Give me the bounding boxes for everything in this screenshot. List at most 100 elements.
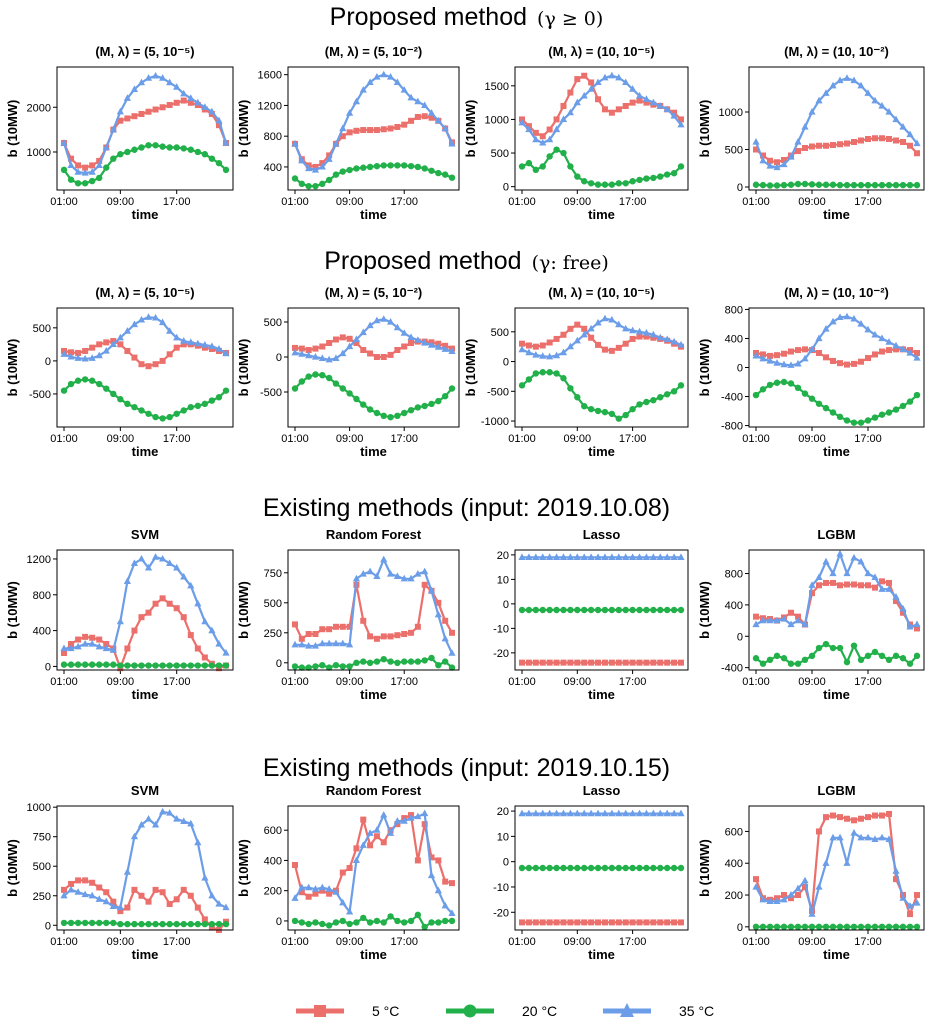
data-point-circle	[622, 864, 629, 872]
data-point-triangle	[173, 814, 181, 822]
data-point-circle	[138, 662, 145, 669]
data-point-square	[608, 659, 615, 666]
data-point-triangle	[427, 871, 436, 879]
chart-panel: (M, λ) = (10, 10⁻⁵) b (10MW) time -1000 -500…	[463, 285, 689, 459]
series-2	[752, 312, 921, 368]
data-point-circle	[67, 919, 75, 927]
x-tick-label: 01:00	[281, 196, 309, 208]
data-point-square	[546, 126, 553, 133]
data-point-circle	[759, 660, 767, 667]
data-point-square	[346, 623, 353, 630]
data-point-square	[373, 354, 380, 360]
data-point-circle	[622, 411, 629, 419]
data-point-circle	[899, 923, 907, 931]
series-1	[291, 911, 456, 931]
data-point-circle	[387, 162, 394, 169]
chart-panel: (M, λ) = (5, 10⁻²) b (10MW) time 400 800 1200…	[236, 44, 460, 222]
data-point-triangle	[913, 898, 921, 906]
data-point-square	[581, 72, 588, 79]
data-point-square	[837, 141, 843, 148]
data-point-triangle	[864, 89, 872, 96]
data-point-triangle	[222, 139, 230, 146]
data-point-square	[858, 815, 864, 822]
x-axis-label: time	[823, 444, 850, 459]
data-point-square	[830, 357, 836, 364]
data-point-square	[914, 150, 920, 157]
data-point-square	[332, 623, 339, 630]
series-line	[755, 642, 918, 665]
data-point-circle	[298, 664, 306, 671]
data-point-square	[753, 876, 759, 883]
data-point-triangle	[74, 168, 82, 175]
data-point-circle	[913, 181, 921, 189]
series-2	[60, 553, 230, 656]
data-point-triangle	[559, 553, 568, 560]
data-point-triangle	[601, 553, 609, 560]
data-point-circle	[657, 864, 664, 872]
data-point-triangle	[829, 81, 837, 89]
data-point-square	[442, 878, 449, 885]
data-point-square	[380, 126, 387, 133]
data-point-circle	[74, 377, 82, 384]
y-axis-label: b (10MW)	[697, 100, 712, 158]
chart-title: (M, λ) = (5, 10⁻⁵)	[95, 44, 194, 59]
data-point-triangle	[857, 319, 865, 327]
data-point-triangle	[649, 98, 657, 106]
data-point-square	[872, 135, 878, 142]
data-point-square	[671, 919, 678, 926]
data-point-square	[373, 833, 380, 840]
data-point-triangle	[629, 553, 637, 560]
y-tick-label: -800	[721, 421, 743, 433]
data-point-square	[159, 889, 166, 896]
data-point-square	[622, 102, 629, 109]
data-point-circle	[401, 162, 408, 169]
data-point-square	[567, 919, 574, 926]
y-tick-label: -20	[493, 648, 509, 660]
data-point-circle	[173, 144, 180, 151]
data-point-square	[837, 814, 843, 821]
data-point-square	[879, 578, 885, 585]
triangle-marker-icon	[603, 1003, 651, 1017]
data-point-triangle	[130, 832, 139, 840]
data-point-square	[601, 346, 608, 353]
data-point-square	[643, 919, 650, 926]
data-point-triangle	[815, 573, 823, 581]
data-point-triangle	[906, 622, 914, 630]
data-point-circle	[332, 662, 340, 669]
x-tick-label: 01:00	[508, 936, 536, 948]
data-point-circle	[441, 393, 449, 400]
data-point-circle	[560, 606, 567, 614]
data-point-triangle	[201, 103, 209, 110]
data-point-triangle	[780, 160, 788, 168]
data-point-circle	[546, 369, 553, 376]
chart-title: Random Forest	[326, 783, 422, 798]
data-point-triangle	[386, 72, 395, 80]
chart-panel: (M, λ) = (5, 10⁻²) b (10MW) time -500 0 500 01…	[236, 285, 460, 459]
data-point-triangle	[525, 809, 533, 817]
chart-title: SVM	[131, 783, 159, 798]
data-point-square	[816, 828, 822, 835]
plot-frame	[748, 307, 925, 428]
y-tick-label: 400	[725, 600, 743, 612]
section-title-text: Existing methods (input: 2019.10.08)	[262, 494, 671, 522]
data-point-square	[298, 635, 305, 642]
data-point-circle	[180, 920, 187, 928]
data-point-triangle	[427, 341, 436, 348]
data-point-triangle	[123, 868, 131, 875]
data-point-triangle	[899, 894, 907, 901]
data-point-square	[367, 842, 374, 849]
data-point-circle	[629, 864, 636, 872]
data-point-circle	[780, 378, 788, 386]
data-point-triangle	[635, 327, 644, 335]
data-point-circle	[836, 413, 844, 421]
y-tick-label: 250	[264, 628, 282, 640]
data-point-circle	[346, 166, 353, 174]
data-point-triangle	[151, 71, 160, 79]
data-point-triangle	[222, 648, 230, 656]
data-point-square	[305, 347, 312, 353]
data-point-triangle	[325, 355, 333, 363]
x-tick-label: 17:00	[390, 196, 418, 208]
data-point-circle	[864, 181, 872, 189]
data-point-triangle	[829, 833, 837, 841]
data-point-triangle	[539, 553, 547, 560]
